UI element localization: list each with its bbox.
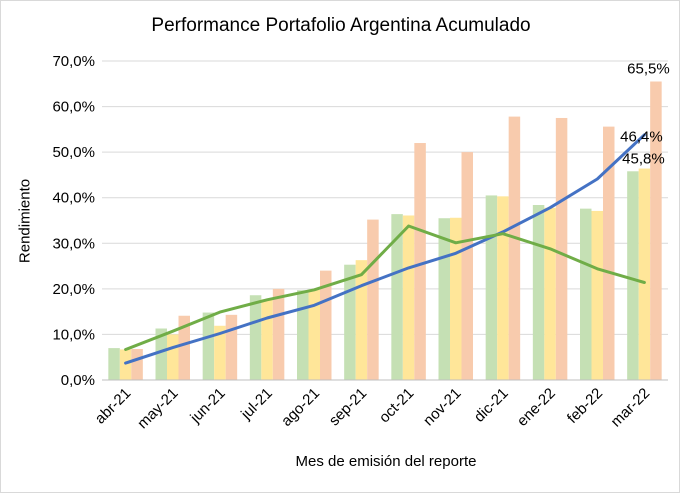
x-tick-label: feb-22 (564, 385, 606, 427)
x-tick-label: ago-21 (278, 385, 323, 430)
x-tick-label: sep-21 (326, 385, 370, 429)
x-tick-label: dic-21 (471, 385, 512, 426)
y-tick-label: 10,0% (52, 326, 95, 343)
x-tick-label: nov-21 (420, 385, 464, 429)
bar (214, 325, 226, 380)
bar (555, 117, 568, 380)
bar (450, 217, 462, 380)
bar (131, 349, 143, 380)
bar (249, 295, 262, 380)
bar (402, 215, 415, 380)
bar (627, 171, 639, 380)
chart-title: Performance Portafolio Argentina Acumula… (151, 15, 531, 36)
bar (591, 210, 603, 380)
bar (178, 315, 190, 380)
bar (544, 207, 556, 380)
bar (155, 328, 167, 380)
bar (367, 219, 379, 380)
data-label: 46,4% (620, 129, 663, 146)
x-tick-label: mar-22 (608, 385, 654, 431)
series-line (124, 133, 646, 365)
bar (225, 314, 238, 380)
bar (638, 168, 651, 380)
data-label: 45,8% (622, 150, 665, 167)
bar (355, 260, 368, 380)
bar (119, 349, 132, 380)
x-tick-label: jun-21 (187, 385, 229, 427)
x-axis-title: Mes de emisión del reporte (295, 453, 477, 470)
y-tick-label: 50,0% (52, 144, 95, 161)
bar (461, 152, 473, 380)
bar (497, 196, 509, 380)
series-line (124, 224, 646, 351)
bar (414, 143, 426, 380)
x-tick-label: ene-22 (514, 385, 559, 430)
bar (508, 116, 521, 381)
bar (202, 312, 215, 380)
y-tick-label: 0,0% (61, 372, 95, 389)
x-tick-label: abr-21 (92, 385, 135, 428)
data-label: 65,5% (627, 61, 670, 78)
bar (485, 195, 498, 380)
bar (650, 81, 662, 380)
bar (603, 126, 615, 380)
bar (391, 214, 403, 380)
x-tick-label: jul-21 (237, 385, 276, 424)
bar (438, 218, 450, 380)
bar (167, 334, 179, 380)
y-tick-label: 40,0% (52, 190, 95, 207)
y-tick-label: 30,0% (52, 235, 95, 252)
bar (320, 270, 332, 380)
bar (272, 288, 285, 380)
bar (344, 264, 356, 380)
bar (308, 289, 320, 380)
bar (532, 205, 545, 380)
y-tick-label: 60,0% (52, 99, 95, 116)
x-tick-label: may-21 (134, 385, 181, 432)
bar (297, 290, 309, 380)
y-tick-label: 20,0% (52, 281, 95, 298)
y-tick-label: 70,0% (52, 53, 95, 70)
bar (580, 208, 592, 380)
bar (261, 299, 273, 380)
bar (108, 348, 120, 380)
x-tick-label: oct-21 (376, 385, 418, 427)
